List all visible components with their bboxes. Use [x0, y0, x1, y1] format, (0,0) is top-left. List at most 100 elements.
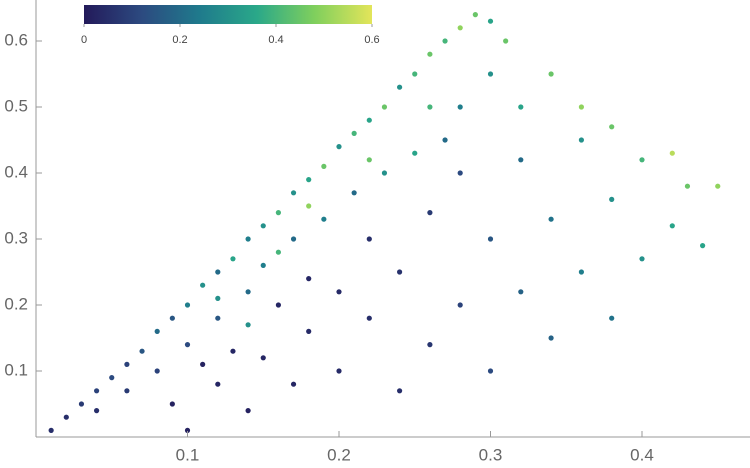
point: [230, 348, 236, 354]
point: [48, 427, 54, 433]
point: [63, 414, 69, 420]
colorbar-tick-label: 0.6: [364, 34, 379, 46]
point: [290, 236, 297, 242]
point: [457, 302, 463, 308]
point: [260, 262, 266, 268]
point: [336, 368, 342, 374]
x-tick-label: 0.2: [327, 445, 351, 464]
point: [245, 289, 251, 295]
point: [457, 170, 463, 176]
point: [230, 256, 236, 262]
point: [548, 335, 554, 341]
point: [184, 427, 191, 433]
point: [578, 104, 585, 110]
point: [442, 38, 448, 44]
point: [487, 236, 494, 242]
point: [397, 84, 403, 90]
point: [427, 210, 433, 216]
x-tick-label: 0.4: [630, 445, 654, 464]
point: [442, 137, 448, 143]
point: [200, 361, 206, 367]
point: [275, 302, 281, 308]
point: [336, 144, 342, 150]
point: [487, 18, 494, 24]
point: [397, 269, 403, 275]
point: [169, 401, 175, 407]
point: [306, 276, 312, 282]
point: [518, 157, 524, 163]
point: [290, 190, 297, 196]
point: [548, 216, 554, 222]
y-tick-label: 0.2: [4, 294, 28, 313]
point: [215, 269, 221, 275]
point: [427, 104, 433, 110]
point: [609, 196, 615, 202]
point: [639, 157, 645, 163]
point: [669, 223, 675, 229]
point: [609, 315, 615, 321]
point: [321, 163, 327, 169]
point: [472, 12, 478, 18]
point: [351, 190, 357, 196]
point: [275, 249, 281, 255]
point: [518, 104, 524, 110]
point: [124, 361, 130, 367]
point: [215, 315, 221, 321]
y-tick-label: 0.3: [4, 228, 28, 247]
points: [48, 12, 721, 433]
point: [518, 289, 524, 295]
point: [275, 210, 281, 216]
point: [366, 315, 372, 321]
point: [578, 269, 585, 275]
point: [245, 408, 251, 414]
point: [260, 223, 266, 229]
y-tick-label: 0.6: [4, 30, 28, 49]
x-tick-label: 0.3: [479, 445, 503, 464]
point: [366, 236, 372, 242]
point: [336, 289, 342, 295]
point: [503, 38, 509, 44]
point: [487, 368, 494, 374]
point: [78, 401, 85, 407]
point: [306, 203, 312, 209]
point: [169, 315, 175, 321]
point: [381, 170, 388, 176]
point: [94, 388, 100, 394]
point: [700, 243, 706, 249]
point: [260, 355, 266, 361]
point: [154, 328, 160, 334]
point: [715, 183, 721, 189]
y-tick-label: 0.5: [4, 96, 28, 115]
point: [306, 177, 312, 183]
point: [290, 381, 297, 387]
colorbar-tick-label: 0: [81, 34, 87, 46]
point: [578, 137, 585, 143]
point: [381, 104, 388, 110]
point: [139, 348, 145, 354]
point: [609, 124, 615, 130]
point: [184, 302, 191, 308]
y-tick-label: 0.1: [4, 360, 28, 379]
point: [200, 282, 206, 288]
y-tick-label: 0.4: [4, 162, 28, 181]
colorbar: [84, 5, 372, 24]
point: [94, 408, 100, 414]
point: [215, 381, 221, 387]
point: [684, 183, 691, 189]
point: [124, 388, 130, 394]
point: [245, 236, 251, 242]
point: [548, 71, 554, 77]
point: [215, 295, 221, 301]
colorbar-tick-label: 0.4: [268, 34, 283, 46]
point: [639, 256, 645, 262]
point: [306, 328, 312, 334]
point: [457, 104, 463, 110]
point: [427, 51, 433, 57]
point: [412, 150, 418, 156]
point: [351, 130, 357, 136]
colorbar-tick-label: 0.2: [172, 34, 187, 46]
point: [669, 150, 675, 156]
point: [427, 342, 433, 348]
